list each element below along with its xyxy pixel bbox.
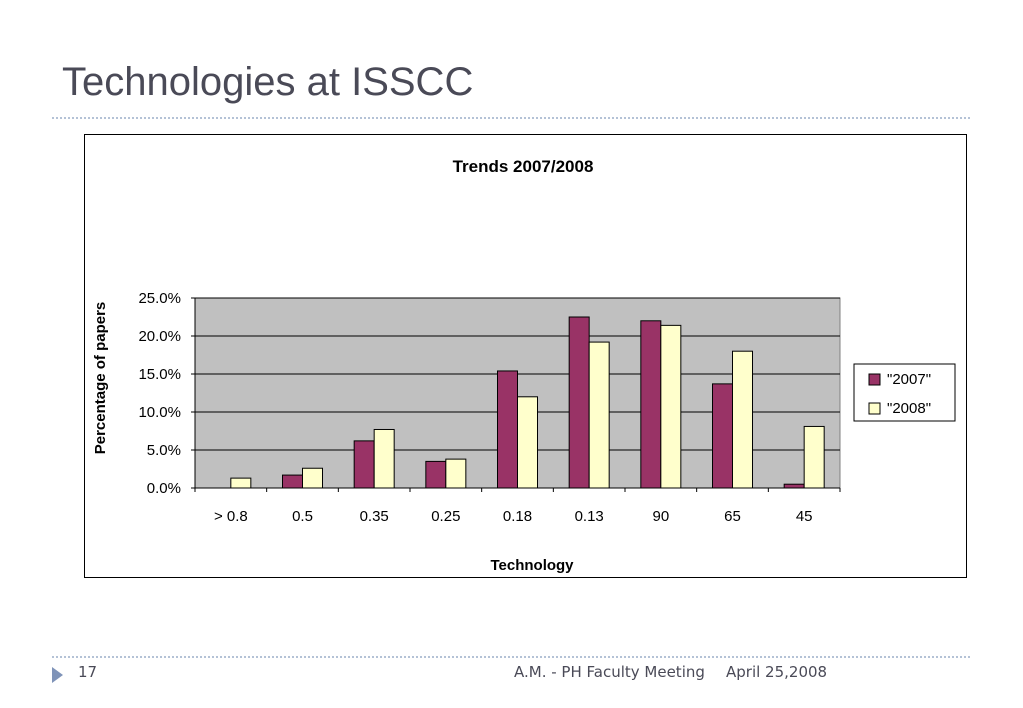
bar-2007 [497, 370, 518, 489]
y-tick-label: 20.0% [138, 328, 181, 345]
slide-title: Technologies at ISSCC [62, 60, 474, 104]
y-tick-label: 0.0% [147, 480, 181, 497]
bar-2007 [353, 440, 375, 489]
footer-text: A.M. - PH Faculty Meeting [514, 663, 705, 681]
bar-2007 [712, 383, 733, 489]
x-axis-label: Technology [490, 557, 574, 574]
footer-divider [52, 656, 970, 658]
x-tick-label: 0.5 [292, 508, 313, 525]
legend-label: "2007" [887, 371, 931, 388]
legend-label: "2008" [887, 400, 931, 417]
x-tick-labels: > 0.8 0.5 0.35 0.25 0.18 0.13 90 65 45 [194, 488, 841, 525]
footer-date: April 25,2008 [726, 663, 828, 681]
bar-2007 [568, 316, 590, 489]
bar-2007 [640, 320, 662, 489]
bar-2008 [302, 467, 323, 489]
bar-2008 [445, 458, 467, 489]
bar-2008 [732, 350, 753, 489]
play-arrow-icon [52, 667, 63, 683]
y-tick-labels: 0.0% 5.0% 10.0% 15.0% 20.0% 25.0% [138, 290, 181, 497]
x-tick-label: 45 [796, 508, 813, 525]
x-tick-label: 0.25 [431, 508, 460, 525]
axes [194, 298, 840, 489]
x-tick-label: 65 [724, 508, 741, 525]
y-axis-label: Percentage of papers [92, 302, 109, 455]
x-tick-label: 90 [652, 508, 669, 525]
bar-2008 [588, 341, 610, 489]
bar-2008 [517, 396, 538, 489]
bar-2007 [425, 460, 447, 489]
title-divider [52, 117, 970, 119]
bar-2008 [230, 477, 252, 489]
legend-swatch [868, 373, 881, 386]
legend-swatch [868, 402, 881, 415]
bar-2008 [373, 428, 395, 489]
chart-legend: "2007" "2008" [853, 363, 956, 422]
bar-2008 [660, 324, 682, 489]
bar-2007 [282, 474, 303, 489]
bar-2008 [803, 425, 825, 489]
x-tick-label: 0.13 [575, 508, 604, 525]
y-tick-label: 10.0% [138, 404, 181, 421]
chart-title: Trends 2007/2008 [453, 157, 594, 176]
chart-frame: Trends 2007/2008 0.0% 5.0% 10.0% 15.0% 20.0%… [84, 134, 967, 578]
x-tick-label: > 0.8 [214, 508, 248, 525]
bar-2007 [783, 483, 805, 489]
y-tick-label: 5.0% [147, 442, 181, 459]
x-tick-label: 0.35 [360, 508, 389, 525]
x-tick-label: 0.18 [503, 508, 532, 525]
page-number: 17 [78, 663, 98, 681]
chart-svg: Trends 2007/2008 0.0% 5.0% 10.0% 15.0% 20.0%… [92, 157, 956, 574]
y-tick-label: 15.0% [138, 366, 181, 383]
y-tick-label: 25.0% [138, 290, 181, 307]
